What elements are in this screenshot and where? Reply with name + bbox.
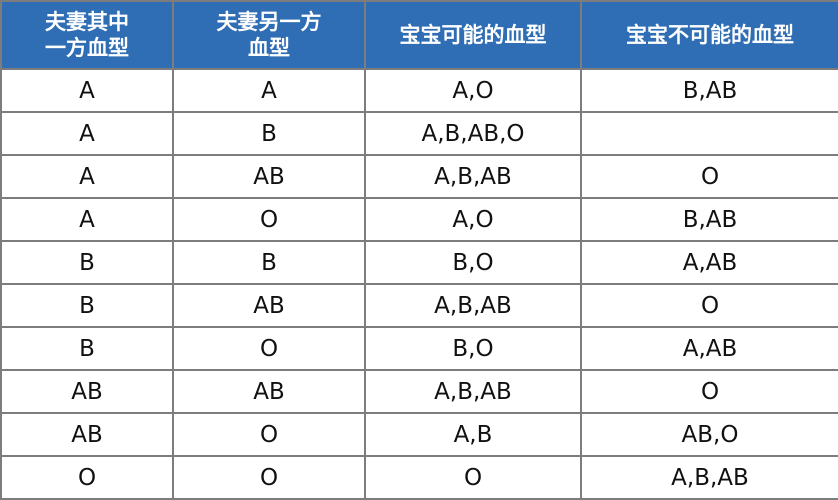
header-impossible-types: 宝宝不可能的血型 xyxy=(580,0,838,70)
parent-two-cell: AB xyxy=(172,283,366,328)
header-parent-one: 夫妻其中 一方血型 xyxy=(0,0,174,70)
possible-types-cell: A,B,AB,O xyxy=(364,111,582,156)
parent-two-cell: O xyxy=(172,326,366,371)
parent-one-cell: A xyxy=(0,111,174,156)
possible-types-cell: A,B xyxy=(364,412,582,457)
impossible-types-cell: O xyxy=(580,369,838,414)
table-row: B O B,O A,AB xyxy=(0,326,838,371)
parent-two-cell: B xyxy=(172,111,366,156)
header-possible-types: 宝宝可能的血型 xyxy=(364,0,582,70)
parent-two-cell: AB xyxy=(172,154,366,199)
impossible-types-cell: A,AB xyxy=(580,326,838,371)
parent-two-cell: AB xyxy=(172,369,366,414)
parent-one-cell: O xyxy=(0,455,174,500)
parent-one-cell: A xyxy=(0,68,174,113)
impossible-types-cell xyxy=(580,111,838,156)
table-row: B B B,O A,AB xyxy=(0,240,838,285)
possible-types-cell: B,O xyxy=(364,240,582,285)
table-row: A B A,B,AB,O xyxy=(0,111,838,156)
impossible-types-cell: A,B,AB xyxy=(580,455,838,500)
parent-one-cell: B xyxy=(0,283,174,328)
table-row: A A A,O B,AB xyxy=(0,68,838,113)
possible-types-cell: O xyxy=(364,455,582,500)
parent-one-cell: AB xyxy=(0,369,174,414)
table-row: O O O A,B,AB xyxy=(0,455,838,500)
possible-types-cell: A,O xyxy=(364,197,582,242)
parent-two-cell: O xyxy=(172,197,366,242)
impossible-types-cell: O xyxy=(580,154,838,199)
parent-two-cell: B xyxy=(172,240,366,285)
parent-one-cell: AB xyxy=(0,412,174,457)
parent-one-cell: A xyxy=(0,197,174,242)
possible-types-cell: B,O xyxy=(364,326,582,371)
impossible-types-cell: AB,O xyxy=(580,412,838,457)
impossible-types-cell: A,AB xyxy=(580,240,838,285)
table-row: B AB A,B,AB O xyxy=(0,283,838,328)
parent-one-cell: B xyxy=(0,326,174,371)
parent-one-cell: A xyxy=(0,154,174,199)
header-row: 夫妻其中 一方血型 夫妻另一方 血型 宝宝可能的血型 宝宝不可能的血型 xyxy=(0,0,838,70)
possible-types-cell: A,O xyxy=(364,68,582,113)
table-row: AB AB A,B,AB O xyxy=(0,369,838,414)
table-row: AB O A,B AB,O xyxy=(0,412,838,457)
possible-types-cell: A,B,AB xyxy=(364,283,582,328)
impossible-types-cell: O xyxy=(580,283,838,328)
table-row: A O A,O B,AB xyxy=(0,197,838,242)
impossible-types-cell: B,AB xyxy=(580,68,838,113)
table-row: A AB A,B,AB O xyxy=(0,154,838,199)
impossible-types-cell: B,AB xyxy=(580,197,838,242)
parent-two-cell: A xyxy=(172,68,366,113)
possible-types-cell: A,B,AB xyxy=(364,369,582,414)
header-parent-two: 夫妻另一方 血型 xyxy=(172,0,366,70)
possible-types-cell: A,B,AB xyxy=(364,154,582,199)
parent-one-cell: B xyxy=(0,240,174,285)
parent-two-cell: O xyxy=(172,455,366,500)
parent-two-cell: O xyxy=(172,412,366,457)
